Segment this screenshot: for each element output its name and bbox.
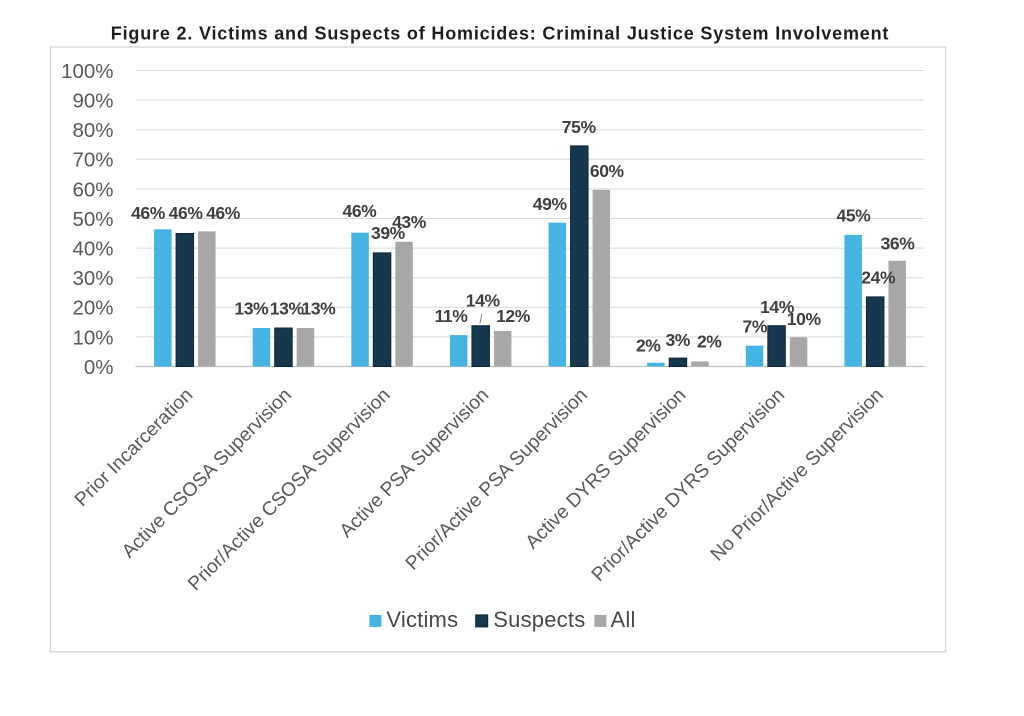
- svg-text:60%: 60%: [72, 178, 113, 201]
- svg-text:Suspects: Suspects: [493, 607, 585, 632]
- svg-text:All: All: [611, 607, 636, 632]
- svg-text:30%: 30%: [72, 267, 113, 290]
- svg-text:10%: 10%: [787, 309, 822, 329]
- svg-text:46%: 46%: [131, 203, 166, 223]
- svg-text:43%: 43%: [392, 212, 427, 232]
- svg-text:12%: 12%: [496, 306, 531, 326]
- svg-text:2%: 2%: [697, 331, 722, 351]
- svg-text:20%: 20%: [72, 297, 113, 320]
- svg-text:3%: 3%: [665, 330, 690, 350]
- svg-text:49%: 49%: [533, 194, 568, 214]
- svg-text:90%: 90%: [72, 90, 113, 113]
- svg-text:45%: 45%: [836, 205, 871, 225]
- svg-text:13%: 13%: [270, 299, 305, 319]
- svg-text:7%: 7%: [743, 317, 768, 337]
- svg-text:Figure 2. Victims and Suspects: Figure 2. Victims and Suspects of Homici…: [111, 24, 890, 44]
- svg-text:46%: 46%: [206, 203, 241, 223]
- svg-text:13%: 13%: [234, 299, 269, 319]
- svg-text:0%: 0%: [84, 356, 114, 379]
- svg-text:Victims: Victims: [386, 607, 458, 632]
- svg-text:50%: 50%: [72, 208, 113, 231]
- svg-text:70%: 70%: [72, 149, 113, 172]
- svg-text:80%: 80%: [72, 119, 113, 142]
- svg-text:11%: 11%: [435, 306, 469, 326]
- svg-text:60%: 60%: [590, 161, 625, 181]
- svg-text:14%: 14%: [466, 291, 501, 311]
- svg-text:36%: 36%: [881, 233, 916, 253]
- svg-text:40%: 40%: [72, 238, 113, 261]
- svg-text:39%: 39%: [371, 223, 406, 243]
- svg-text:2%: 2%: [636, 336, 661, 356]
- svg-text:14%: 14%: [760, 297, 795, 317]
- svg-text:100%: 100%: [61, 60, 113, 83]
- svg-text:46%: 46%: [342, 201, 377, 221]
- svg-text:13%: 13%: [301, 299, 336, 319]
- svg-text:75%: 75%: [562, 117, 597, 137]
- svg-text:46%: 46%: [169, 203, 204, 223]
- svg-text:10%: 10%: [72, 326, 113, 349]
- svg-text:24%: 24%: [861, 268, 896, 288]
